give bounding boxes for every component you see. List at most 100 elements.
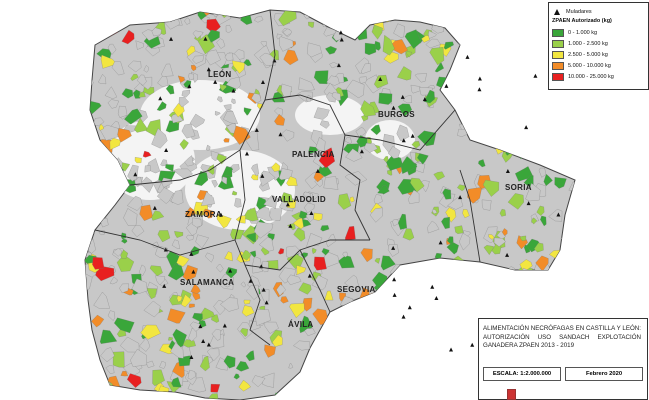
municipality-patch bbox=[442, 188, 452, 200]
municipality-patch bbox=[223, 111, 238, 124]
municipality-patch bbox=[97, 22, 107, 32]
municipality-patch bbox=[188, 73, 194, 81]
municipality-patch bbox=[320, 225, 330, 232]
municipality-patch bbox=[507, 97, 524, 112]
muladar-marker bbox=[244, 151, 249, 156]
municipality-patch bbox=[203, 208, 215, 219]
municipality-patch bbox=[88, 387, 95, 395]
region-label-zamora: ZAMORA bbox=[185, 210, 222, 219]
municipality-patch bbox=[157, 73, 169, 87]
municipality-patch bbox=[410, 84, 421, 94]
municipality-patch bbox=[181, 89, 190, 98]
coat-of-arms-logo bbox=[507, 389, 516, 400]
municipality-patch bbox=[329, 362, 344, 376]
municipality-patch bbox=[292, 217, 304, 230]
municipality-patch bbox=[187, 369, 196, 380]
municipality-patch bbox=[238, 379, 251, 392]
municipality-patch bbox=[546, 293, 555, 301]
municipality-patch bbox=[485, 291, 498, 302]
municipality-patch bbox=[319, 120, 330, 129]
municipality-patch bbox=[548, 292, 555, 300]
municipality-patch bbox=[426, 373, 440, 388]
municipality-patch bbox=[521, 308, 529, 317]
municipality-patch bbox=[481, 199, 492, 211]
municipality-patch bbox=[445, 207, 457, 223]
municipality-patch bbox=[402, 228, 415, 241]
region-label-valladolid: VALLADOLID bbox=[272, 195, 326, 204]
municipality-patch bbox=[485, 41, 498, 54]
municipality-patch bbox=[344, 274, 360, 292]
municipality-patch bbox=[520, 69, 535, 80]
municipality-patch bbox=[142, 10, 152, 25]
municipality-patch bbox=[192, 312, 203, 322]
municipality-patch bbox=[159, 360, 166, 369]
municipality-patch bbox=[157, 230, 171, 243]
municipality-patch bbox=[245, 232, 256, 242]
municipality-patch bbox=[429, 345, 437, 353]
municipality-patch bbox=[519, 235, 527, 241]
municipality-patch bbox=[496, 125, 514, 141]
municipality-patch bbox=[516, 10, 529, 24]
municipality-patch bbox=[192, 30, 204, 39]
municipality-patch bbox=[127, 373, 142, 388]
muladar-marker bbox=[285, 202, 290, 207]
municipality-patch bbox=[254, 15, 264, 23]
municipality-patch bbox=[514, 47, 525, 59]
municipality-patch bbox=[459, 232, 471, 251]
municipality-patch bbox=[525, 56, 534, 66]
municipality-patch bbox=[456, 391, 468, 400]
muladar-marker bbox=[206, 342, 211, 347]
municipality-patch bbox=[371, 24, 383, 40]
muladar-marker bbox=[288, 223, 293, 228]
municipality-patch bbox=[353, 356, 365, 370]
municipality-patch bbox=[514, 299, 532, 312]
municipality-patch bbox=[560, 253, 569, 262]
municipality-patch bbox=[398, 213, 407, 230]
municipality-patch bbox=[296, 265, 307, 276]
muladar-marker bbox=[260, 80, 265, 85]
municipality-patch bbox=[474, 34, 490, 49]
municipality-patch bbox=[139, 204, 154, 221]
municipality-patch bbox=[498, 125, 507, 131]
municipality-patch bbox=[232, 125, 251, 145]
municipality-patch bbox=[565, 159, 575, 171]
map-scale: ESCALA: 1:2.000.000 bbox=[483, 367, 561, 381]
municipality-patch bbox=[464, 95, 473, 108]
municipality-patch bbox=[353, 374, 364, 391]
map-legend: Muladares ZPAEN Autorizado (kg) 0 - 1.00… bbox=[548, 2, 649, 90]
municipality-patch bbox=[134, 157, 142, 164]
municipality-patch bbox=[452, 353, 461, 360]
municipality-patch bbox=[346, 349, 359, 361]
municipality-patch bbox=[313, 107, 330, 120]
municipality-patch bbox=[560, 233, 574, 245]
muladar-marker bbox=[407, 305, 412, 310]
region-label-segovia: SEGOVIA bbox=[337, 285, 376, 294]
municipality-patch bbox=[225, 267, 238, 279]
municipality-patch bbox=[107, 43, 117, 55]
muladar-marker bbox=[169, 36, 174, 41]
municipality-patch bbox=[133, 176, 143, 186]
municipality-patch bbox=[278, 267, 296, 284]
municipality-patch bbox=[449, 273, 464, 291]
municipality-patch bbox=[360, 370, 373, 382]
municipality-patch bbox=[425, 38, 441, 49]
municipality-patch bbox=[324, 290, 334, 301]
municipality-patch bbox=[184, 17, 191, 25]
municipality-patch bbox=[431, 208, 438, 214]
municipality-patch bbox=[293, 227, 306, 242]
legend-item-label: 0 - 1.000 kg bbox=[568, 29, 598, 36]
municipality-patch bbox=[121, 88, 134, 99]
municipality-patch bbox=[157, 187, 174, 204]
municipality-patch bbox=[400, 156, 418, 174]
municipality-patch bbox=[286, 274, 302, 285]
legend-swatch bbox=[552, 72, 564, 81]
municipality-patch bbox=[481, 43, 497, 54]
municipality-patch bbox=[223, 104, 232, 111]
muladar-marker bbox=[152, 205, 157, 210]
municipality-patch bbox=[470, 287, 485, 302]
municipality-patch bbox=[366, 311, 380, 324]
municipality-patch bbox=[195, 234, 209, 249]
municipality-patch bbox=[303, 394, 316, 400]
municipality-patch bbox=[146, 288, 158, 300]
municipality-patch bbox=[429, 47, 445, 66]
